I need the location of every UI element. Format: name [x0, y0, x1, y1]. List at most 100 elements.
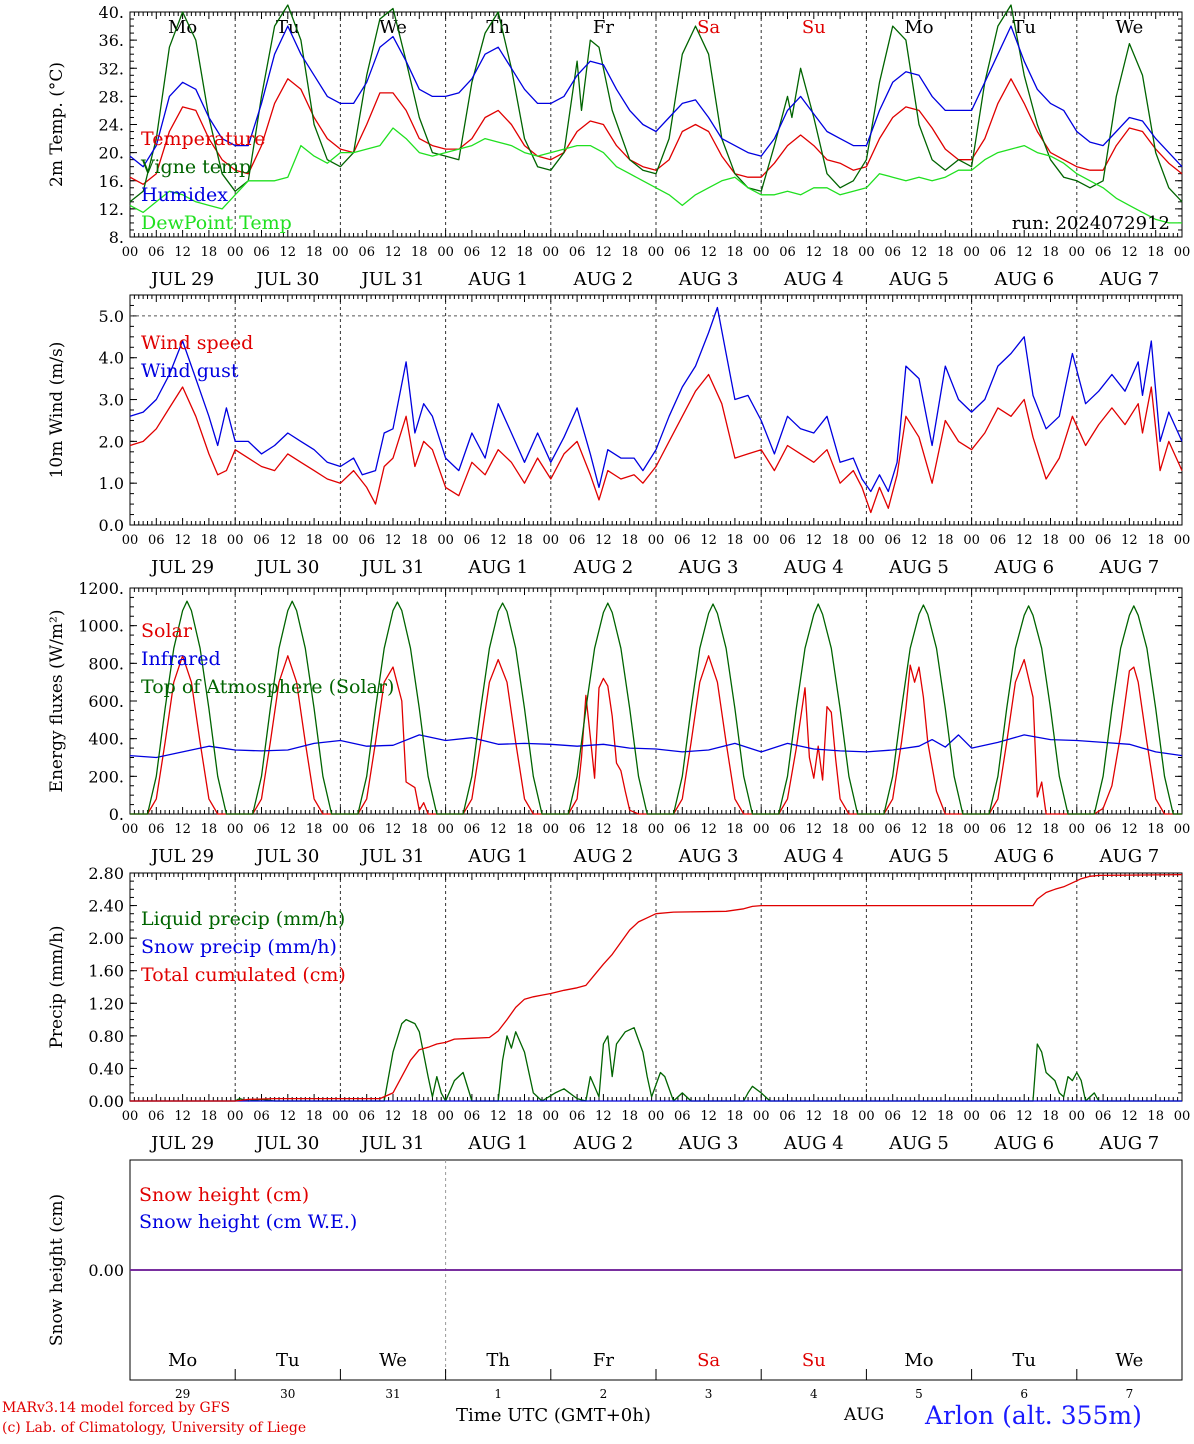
hour-tick-label: 12: [385, 245, 402, 260]
day-of-week-label: Mo: [904, 17, 933, 38]
day-of-week-label: Fr: [593, 17, 614, 38]
day-of-week-label: We: [379, 1350, 407, 1371]
day-number-label: 31: [385, 1387, 400, 1401]
hour-tick-label: 12: [700, 1109, 717, 1124]
hour-tick-label: 06: [464, 1109, 481, 1124]
day-label: AUG 6: [993, 269, 1054, 290]
hour-tick-label: 00: [122, 1109, 139, 1124]
hour-tick-label: 06: [148, 533, 165, 548]
y-tick-label: 5.0: [99, 307, 124, 326]
y-tick-label: 1200.: [78, 579, 124, 598]
hour-tick-label: 06: [569, 1109, 586, 1124]
day-label: AUG 4: [783, 557, 844, 578]
day-label: AUG 4: [783, 269, 844, 290]
hour-tick-label: 00: [122, 533, 139, 548]
hour-tick-label: 00: [753, 245, 770, 260]
hour-tick-label: 00: [227, 1109, 244, 1124]
hour-tick-label: 18: [937, 533, 954, 548]
legend-entry: Snow height (cm): [139, 1184, 309, 1206]
hour-tick-label: 18: [832, 533, 849, 548]
hour-tick-label: 18: [832, 1109, 849, 1124]
lab-credit: (c) Lab. of Climatology, University of L…: [2, 1420, 307, 1436]
hour-tick-label: 18: [937, 245, 954, 260]
chart-panel-3: 0. 200. 400. 600. 800. 1000. 1200. Energy fluxe…: [47, 579, 1190, 867]
hour-tick-label: 06: [148, 1109, 165, 1124]
hour-tick-label: 00: [332, 533, 349, 548]
hour-tick-label: 00: [122, 245, 139, 260]
day-label: AUG 7: [1099, 1133, 1160, 1154]
hour-tick-label: 18: [832, 245, 849, 260]
hour-tick-label: 18: [727, 1109, 744, 1124]
y-axis-title: Precip (mm/h): [47, 925, 67, 1048]
day-label: AUG 4: [783, 846, 844, 867]
series-line-blue: [129, 25, 1183, 168]
day-of-week-label: Th: [486, 17, 510, 38]
hour-tick-label: 18: [937, 822, 954, 837]
day-label: JUL 30: [254, 269, 319, 290]
hour-tick-label: 06: [884, 245, 901, 260]
hour-tick-label: 18: [1147, 822, 1164, 837]
day-number-label: 2: [600, 1387, 608, 1401]
day-number-label: 1: [494, 1387, 502, 1401]
hour-tick-label: 06: [253, 533, 270, 548]
hour-tick-label: 00: [753, 822, 770, 837]
day-label: AUG 6: [993, 846, 1054, 867]
day-label: AUG 3: [678, 557, 739, 578]
hour-tick-label: 12: [700, 245, 717, 260]
plot-frame: [129, 11, 1183, 238]
y-tick-label: 0.80: [88, 1027, 124, 1046]
day-label: AUG 5: [888, 846, 949, 867]
day-of-week-label: Tu: [1012, 1350, 1036, 1371]
hour-tick-label: 12: [700, 822, 717, 837]
day-label: AUG 1: [467, 846, 528, 867]
hour-tick-label: 06: [569, 245, 586, 260]
hour-tick-label: 00: [227, 245, 244, 260]
hour-tick-label: 00: [858, 1109, 875, 1124]
day-label: AUG 1: [467, 1133, 528, 1154]
day-label: JUL 29: [149, 557, 214, 578]
y-tick-label: 2.80: [88, 864, 124, 883]
hour-tick-label: 18: [516, 245, 533, 260]
chart-panel-1: 8. 12. 16. 20. 24. 28. 32. 36. 40. 2m Temp. (°C) 0…: [47, 3, 1190, 290]
legend-entry: Top of Atmosphere (Solar): [141, 676, 394, 698]
run-annotation: run: 2024072912: [1012, 213, 1170, 234]
hour-tick-label: 06: [358, 533, 375, 548]
day-label: AUG 2: [573, 557, 634, 578]
hour-tick-label: 00: [1174, 1109, 1191, 1124]
day-number-label: 4: [810, 1387, 818, 1401]
hour-tick-label: 00: [1069, 245, 1086, 260]
series-line-red: [130, 655, 1182, 815]
day-label: JUL 30: [254, 557, 319, 578]
day-label: JUL 31: [360, 846, 425, 867]
y-tick-label: 20.: [99, 144, 124, 163]
hour-tick-label: 06: [148, 245, 165, 260]
hour-tick-label: 06: [358, 822, 375, 837]
hour-tick-label: 00: [753, 1109, 770, 1124]
day-of-week-label: We: [379, 17, 407, 38]
hour-tick-label: 06: [779, 822, 796, 837]
hour-tick-label: 18: [1042, 245, 1059, 260]
hour-tick-label: 12: [1016, 245, 1033, 260]
hour-tick-label: 18: [832, 822, 849, 837]
hour-tick-label: 12: [911, 245, 928, 260]
day-of-week-label: Th: [486, 1350, 510, 1371]
day-label: AUG 3: [678, 269, 739, 290]
day-of-week-label: Su: [802, 17, 826, 38]
legend-entry: Wind speed: [141, 332, 253, 354]
legend-entry: Liquid precip (mm/h): [141, 908, 345, 930]
hour-tick-label: 18: [306, 245, 323, 260]
hour-tick-label: 12: [174, 245, 191, 260]
hour-tick-label: 06: [779, 245, 796, 260]
y-tick-label: 40.: [99, 3, 124, 22]
day-label: AUG 7: [1099, 557, 1160, 578]
y-tick-label: 32.: [99, 59, 124, 78]
hour-tick-label: 00: [543, 245, 560, 260]
day-label: JUL 31: [360, 557, 425, 578]
hour-tick-label: 18: [621, 1109, 638, 1124]
hour-tick-label: 12: [806, 245, 823, 260]
legend-entry: DewPoint Temp: [141, 212, 292, 234]
hour-tick-label: 00: [648, 1109, 665, 1124]
hour-tick-label: 00: [227, 533, 244, 548]
hour-tick-label: 18: [621, 245, 638, 260]
hour-tick-label: 12: [490, 245, 507, 260]
